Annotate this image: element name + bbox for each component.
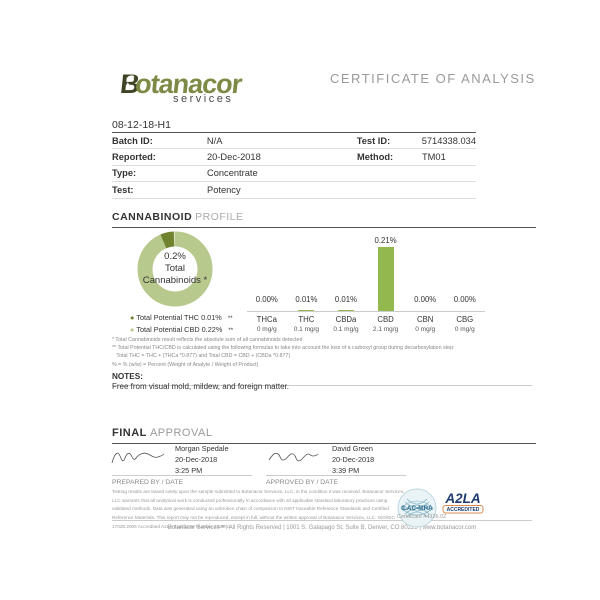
svg-text:ACCREDITED: ACCREDITED (447, 507, 480, 513)
svg-text:A2LA: A2LA (444, 491, 480, 506)
svg-text:ILAC-MRA: ILAC-MRA (401, 505, 433, 512)
